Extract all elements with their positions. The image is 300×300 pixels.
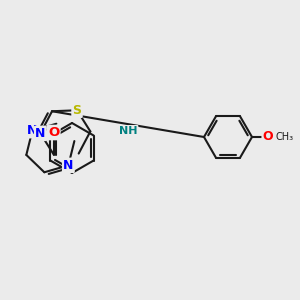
Text: N: N bbox=[35, 127, 46, 140]
Text: N: N bbox=[63, 159, 74, 172]
Text: CH₃: CH₃ bbox=[275, 132, 293, 142]
Text: N: N bbox=[27, 124, 38, 137]
Text: O: O bbox=[48, 126, 59, 139]
Text: NH: NH bbox=[119, 126, 137, 136]
Text: S: S bbox=[73, 104, 82, 117]
Text: O: O bbox=[263, 130, 273, 143]
